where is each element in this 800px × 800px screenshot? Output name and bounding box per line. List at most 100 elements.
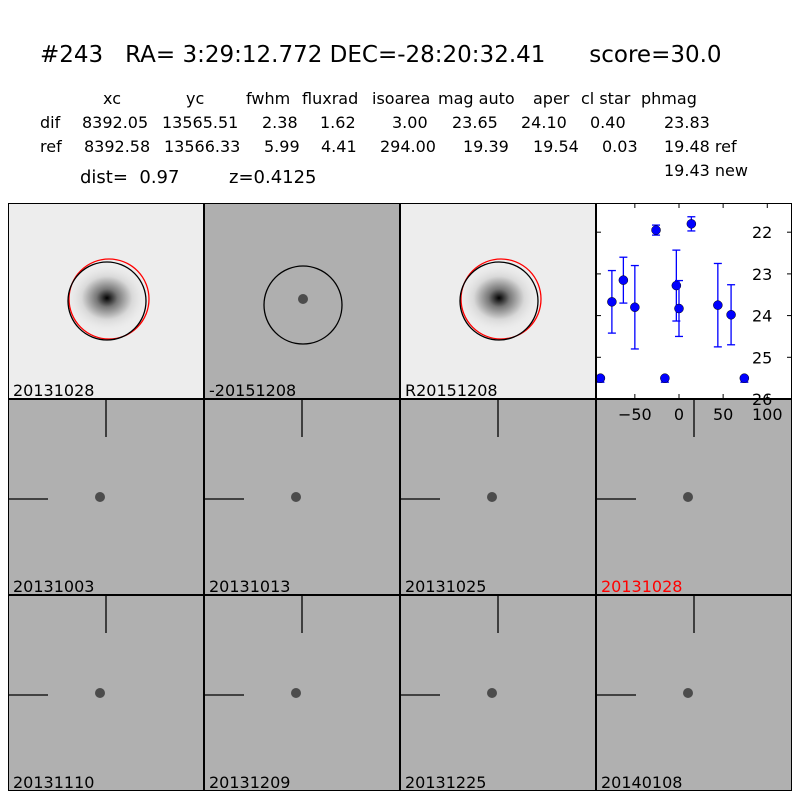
- candidate-title: #243 RA= 3:29:12.772 DEC=-28:20:32.41 sc…: [40, 42, 722, 68]
- epoch-cutout: 20131013: [204, 399, 400, 595]
- dif-mag-auto: 23.65: [452, 113, 498, 132]
- data-point: [726, 310, 736, 320]
- redshift-value: z=0.4125: [229, 167, 317, 188]
- stamp-date-label: 20131028: [601, 577, 683, 596]
- col-header-yc: yc: [186, 89, 205, 108]
- data-point: [739, 373, 750, 383]
- source-blob: [683, 688, 693, 698]
- source-blob: [291, 688, 301, 698]
- source-blob: [95, 492, 105, 502]
- source-blob: [95, 688, 105, 698]
- dif-cl-star: 0.40: [590, 113, 626, 132]
- epoch-cutout: 20131110: [8, 595, 204, 791]
- ref-cl-star: 0.03: [602, 137, 638, 156]
- detection-aperture-circle: [459, 261, 539, 341]
- detection-aperture-circle: [263, 265, 343, 345]
- dist-value: dist= 0.97: [80, 167, 180, 188]
- photometry-point: [630, 264, 640, 350]
- photometry-point: [607, 269, 617, 334]
- dif-fwhm: 2.38: [262, 113, 298, 132]
- reference-stamp: 20131028: [8, 203, 204, 399]
- epoch-cutout: 20131209: [204, 595, 400, 791]
- stamp-date-label: -20151208: [209, 381, 297, 400]
- data-point: [660, 373, 670, 383]
- y-tick-label: 23: [752, 265, 772, 284]
- reference-stamp: R20151208: [400, 203, 596, 399]
- stamp-date-label: 20140108: [601, 773, 683, 792]
- data-point: [713, 300, 723, 310]
- col-header-fwhm: fwhm: [246, 89, 291, 108]
- reference-aperture-circle: [68, 258, 150, 340]
- reference-aperture-circle: [460, 258, 542, 340]
- ref-phmag: 19.48 ref: [664, 137, 737, 156]
- photometry-point: [726, 284, 736, 346]
- data-point: [595, 373, 606, 383]
- x-tick-label: 0: [674, 405, 684, 424]
- photometry-point: [651, 224, 661, 236]
- col-header-isoarea: isoarea: [372, 89, 431, 108]
- host-galaxy: [65, 262, 149, 334]
- upper-limit-point: [595, 373, 606, 383]
- source-blob: [291, 492, 301, 502]
- upper-limit-point: [739, 373, 750, 383]
- stamp-date-label: 20131209: [209, 773, 291, 792]
- dif-xc: 8392.05: [82, 113, 149, 132]
- data-point: [651, 225, 661, 235]
- stamp-date-label: 20131110: [13, 773, 95, 792]
- photometry-point: [713, 262, 723, 348]
- ref-mag-auto: 19.39: [463, 137, 509, 156]
- new-phmag: 19.43 new: [664, 161, 748, 180]
- dif-phmag: 23.83: [664, 113, 710, 132]
- host-galaxy: [457, 262, 541, 334]
- source-blob: [487, 492, 497, 502]
- col-header-fluxrad: fluxrad: [302, 89, 359, 108]
- epoch-cutout: 20140108: [596, 595, 792, 791]
- photometry-point: [686, 216, 697, 232]
- x-tick-label: 50: [713, 405, 733, 424]
- photometry-point: [674, 279, 684, 338]
- epoch-cutout: 20131025: [400, 399, 596, 595]
- row-label-dif: dif: [40, 113, 61, 132]
- col-header-phmag: phmag: [641, 89, 697, 108]
- x-tick-label: −50: [618, 405, 652, 424]
- data-point: [686, 219, 697, 229]
- stamp-date-label: 20131028: [13, 381, 95, 400]
- ref-xc: 8392.58: [84, 137, 151, 156]
- col-header-aper: aper: [533, 89, 570, 108]
- epoch-cutout: 20131028: [596, 399, 792, 595]
- data-point: [674, 303, 684, 314]
- stamp-date-label: 20131225: [405, 773, 487, 792]
- upper-limit-point: [660, 373, 670, 383]
- dif-aper: 24.10: [521, 113, 567, 132]
- col-header-mag-auto: mag auto: [438, 89, 515, 108]
- y-tick-label: 25: [752, 348, 772, 367]
- source-blob: [298, 294, 308, 304]
- stamp-date-label: 20131013: [209, 577, 291, 596]
- col-header-xc: xc: [103, 89, 121, 108]
- x-tick-label: 100: [752, 405, 783, 424]
- ref-isoarea: 294.00: [380, 137, 436, 156]
- ref-fluxrad: 4.41: [321, 137, 357, 156]
- photometry-point: [618, 256, 629, 304]
- stamp-date-label: 20131003: [13, 577, 95, 596]
- difference-stamp: -20151208: [204, 203, 400, 399]
- data-point: [630, 302, 640, 313]
- data-point: [607, 297, 617, 307]
- data-point: [618, 275, 629, 285]
- plot-area: [596, 203, 792, 399]
- y-tick-label: 22: [752, 223, 772, 242]
- epoch-cutout: 20131225: [400, 595, 596, 791]
- y-tick-label: 24: [752, 307, 772, 326]
- dif-isoarea: 3.00: [392, 113, 428, 132]
- epoch-cutout: 20131003: [8, 399, 204, 595]
- ref-aper: 19.54: [533, 137, 579, 156]
- stamp-date-label: 20131025: [405, 577, 487, 596]
- dif-yc: 13565.51: [162, 113, 239, 132]
- source-blob: [487, 688, 497, 698]
- dif-fluxrad: 1.62: [320, 113, 356, 132]
- detection-aperture-circle: [67, 261, 147, 341]
- col-header-cl-star: cl star: [581, 89, 631, 108]
- ref-fwhm: 5.99: [264, 137, 300, 156]
